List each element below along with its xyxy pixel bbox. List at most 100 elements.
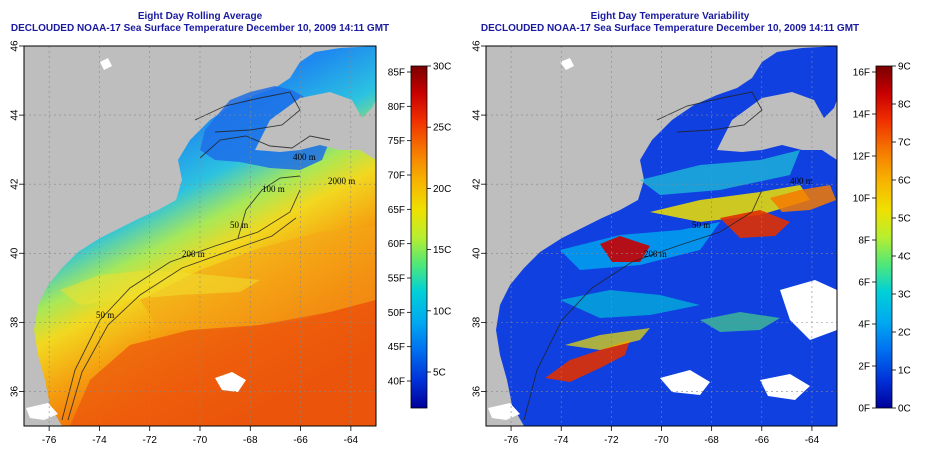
left-contour-label: 100 m (262, 184, 285, 194)
right-colorbar-celsius-ticks: 9C 8C 7C 6C 5C 4C 3C 2C 1C 0C (892, 62, 911, 415)
left-title-line2: DECLOUDED NOAA-17 Sea Surface Temperatur… (10, 23, 390, 34)
right-lon-tick-label: -74 (554, 435, 569, 446)
right-nova-scotia-land (717, 92, 837, 160)
left-lon-tick-label: -64 (344, 435, 359, 446)
right-cb-c-label: 3C (898, 290, 911, 301)
left-lat-tick-label: 44 (10, 109, 21, 121)
right-cb-c-label: 5C (898, 214, 911, 225)
left-nova-scotia-land (255, 92, 376, 160)
left-cb-f-label: 55F (388, 274, 405, 285)
left-cb-f-label: 60F (388, 239, 405, 250)
right-lon-tick-label: -64 (805, 435, 820, 446)
right-cb-f-label: 14F (853, 110, 870, 121)
left-lat-tick-label: 36 (10, 385, 21, 397)
left-graticule (24, 45, 376, 426)
left-cb-f-label: 45F (388, 342, 405, 353)
left-cloud-gap (26, 403, 58, 420)
left-colorbar (410, 65, 428, 409)
right-cb-c-label: 0C (898, 404, 911, 415)
left-cb-f-label: 50F (388, 308, 405, 319)
left-cb-f-label: 65F (388, 205, 405, 216)
right-lon-tick-label: -66 (755, 435, 770, 446)
right-variability-patches (545, 150, 836, 382)
right-cb-c-label: 7C (898, 138, 911, 149)
right-cb-c-label: 8C (898, 100, 911, 111)
right-lon-tick-label: -76 (504, 435, 519, 446)
right-title-line2: DECLOUDED NOAA-17 Sea Surface Temperatur… (480, 23, 860, 34)
right-graticule (486, 45, 837, 426)
left-cloud-gap (215, 372, 246, 392)
left-lat-tick-label: 40 (10, 247, 21, 259)
left-lon-tick-label: -68 (243, 435, 258, 446)
right-cb-f-label: 8F (858, 236, 870, 247)
right-lat-tick-label: 46 (472, 40, 483, 52)
right-depth-contour (523, 189, 763, 421)
right-title-line1: Eight Day Temperature Variability (590, 11, 750, 22)
right-contour-label: 400 m (790, 176, 813, 186)
left-cb-c-label: 25C (433, 123, 451, 134)
left-contour-label: 50 m (230, 220, 248, 230)
left-depth-contour (237, 175, 301, 239)
right-cb-f-label: 0F (858, 404, 870, 415)
right-lon-tick-label: -68 (704, 435, 719, 446)
left-contour-label: 200 m (182, 249, 205, 259)
right-colorbar (875, 65, 893, 409)
left-lon-tick-label: -76 (42, 435, 57, 446)
left-colorbar-fahrenheit-ticks: 85F 80F 75F 70F 65F 60F 55F 50F 45F 40F (388, 68, 411, 388)
right-cb-f-label: 6F (858, 278, 870, 289)
left-gulf-stream (70, 300, 376, 426)
left-lon-tick-label: -66 (293, 435, 308, 446)
right-cb-c-label: 4C (898, 252, 911, 263)
left-cb-f-label: 70F (388, 171, 405, 182)
left-depth-contour (199, 135, 331, 159)
left-depth-contour (67, 217, 297, 421)
left-colorbar-celsius-ticks: 30C 25C 20C 15C 10C 5C (427, 62, 451, 379)
right-lat-tick-label: 44 (472, 109, 483, 121)
right-cb-f-label: 16F (853, 68, 870, 79)
right-axes: -76 -74 -72 -70 -68 -66 -64 46 44 42 40 38 36 (472, 40, 820, 446)
right-cb-f-label: 10F (853, 194, 870, 205)
left-contour-label: 50 m (96, 310, 114, 320)
left-cb-c-label: 30C (433, 62, 451, 73)
right-lat-tick-label: 42 (472, 178, 483, 190)
left-cb-f-label: 85F (388, 68, 405, 79)
left-lon-tick-label: -70 (193, 435, 208, 446)
left-warm-offshore (140, 226, 376, 330)
right-cb-f-label: 4F (858, 320, 870, 331)
right-lat-tick-label: 36 (472, 385, 483, 397)
right-cb-f-label: 12F (853, 152, 870, 163)
left-contour-label: 400 m (293, 152, 316, 162)
left-axes: -76 -74 -72 -70 -68 -66 -64 46 44 42 40 38 36 (10, 40, 359, 446)
left-cb-c-label: 10C (433, 306, 451, 317)
left-cb-f-label: 80F (388, 102, 405, 113)
right-cloud-gaps (488, 58, 837, 420)
right-contour-label: 50 m (692, 220, 710, 230)
left-lon-tick-label: -72 (142, 435, 157, 446)
left-lat-tick-label: 42 (10, 178, 21, 190)
left-lon-tick-label: -74 (92, 435, 107, 446)
left-cold-shelf-filament (60, 270, 260, 305)
left-cb-c-label: 15C (433, 245, 451, 256)
right-cb-c-label: 9C (898, 62, 911, 73)
left-cloud-gap (100, 58, 112, 70)
left-depth-contour (194, 91, 301, 133)
left-cb-c-label: 20C (433, 184, 451, 195)
left-cb-c-label: 5C (433, 368, 446, 379)
right-colorbar-fahrenheit-ticks: 16F 14F 12F 10F 8F 6F 4F 2F 0F (853, 68, 876, 415)
left-depth-contour (61, 189, 301, 421)
right-cb-c-label: 6C (898, 176, 911, 187)
right-cb-f-label: 2F (858, 362, 870, 373)
left-lat-tick-label: 38 (10, 316, 21, 328)
right-lat-tick-label: 40 (472, 247, 483, 259)
left-cb-f-label: 40F (388, 377, 405, 388)
left-contour-label: 2000 m (328, 176, 355, 186)
right-map-title: Eight Day Temperature Variability DECLOU… (470, 11, 870, 35)
right-lat-tick-label: 38 (472, 316, 483, 328)
right-lon-tick-label: -72 (604, 435, 619, 446)
left-lat-tick-label: 46 (10, 40, 21, 52)
left-cb-f-label: 75F (388, 136, 405, 147)
left-map-title: Eight Day Rolling Average DECLOUDED NOAA… (0, 11, 400, 35)
right-depth-contour (656, 91, 763, 133)
left-title-line1: Eight Day Rolling Average (137, 11, 263, 22)
